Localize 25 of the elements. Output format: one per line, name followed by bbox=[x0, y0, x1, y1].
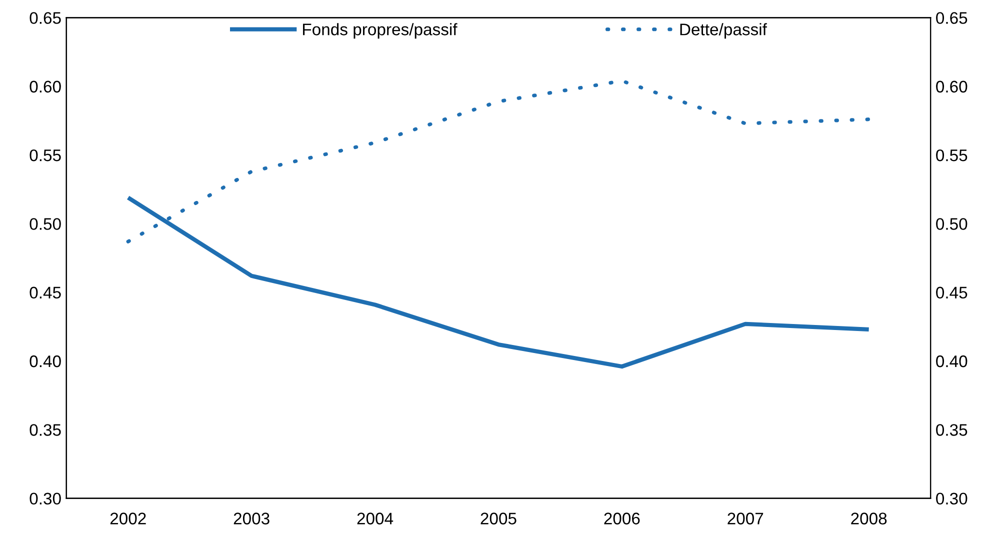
y2-tick-label: 0.30 bbox=[936, 492, 968, 505]
y2-tick-label: 0.45 bbox=[936, 286, 968, 299]
x-tick-label: 2004 bbox=[357, 512, 394, 524]
x-tick-label: 2007 bbox=[728, 512, 764, 524]
x-tick-label: 2006 bbox=[604, 512, 640, 524]
x-tick-label: 2005 bbox=[480, 512, 516, 524]
y-tick-label: 0.50 bbox=[30, 218, 61, 230]
y-tick-label: 0.65 bbox=[30, 12, 61, 24]
y2-tick-label: 0.55 bbox=[936, 149, 968, 162]
y-tick-label: 0.35 bbox=[30, 424, 61, 436]
x-tick-label: 2003 bbox=[234, 512, 270, 524]
y-tick-label: 0.45 bbox=[30, 286, 61, 299]
legend-label: Fonds propres/passif bbox=[303, 23, 458, 39]
y2-tick-label: 0.35 bbox=[936, 424, 968, 436]
x-tick-label: 2008 bbox=[851, 512, 887, 524]
y2-tick-label: 0.60 bbox=[936, 80, 968, 93]
y-tick-label: 0.30 bbox=[30, 492, 61, 505]
y-tick-label: 0.40 bbox=[30, 355, 61, 368]
legend-label: Dette/passif bbox=[680, 23, 767, 39]
y2-tick-label: 0.40 bbox=[936, 355, 968, 368]
y2-tick-label: 0.50 bbox=[936, 218, 968, 230]
x-tick-label: 2002 bbox=[110, 512, 146, 524]
y-tick-label: 0.60 bbox=[30, 80, 61, 93]
y-tick-label: 0.55 bbox=[30, 149, 61, 162]
y2-tick-label: 0.65 bbox=[936, 12, 968, 24]
